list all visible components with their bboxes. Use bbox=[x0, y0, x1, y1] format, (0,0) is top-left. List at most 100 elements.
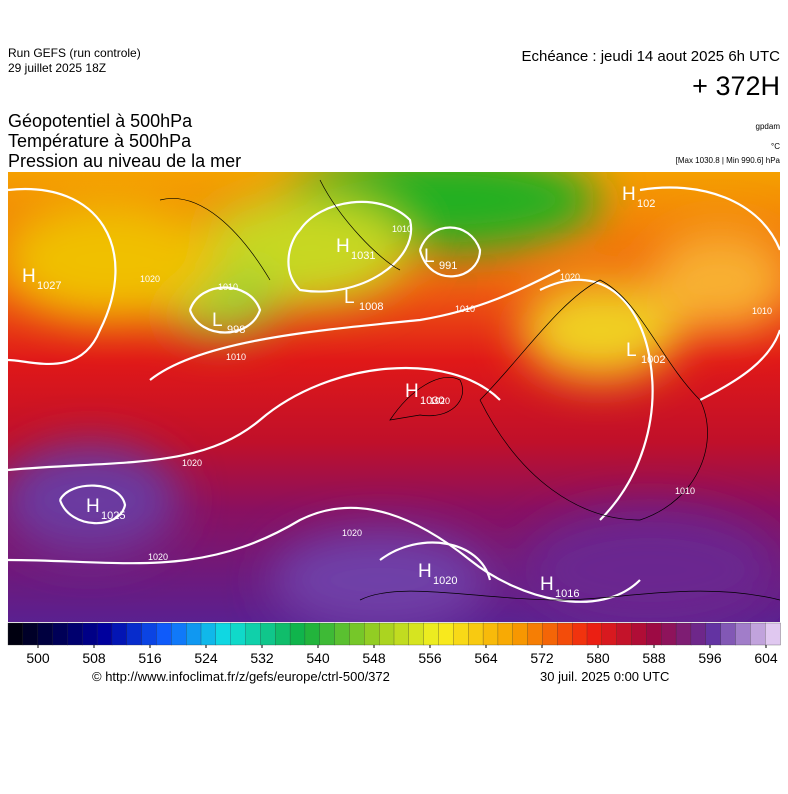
colorbar-cell bbox=[289, 622, 306, 646]
unit: gpdam bbox=[756, 122, 781, 131]
colorbar-label: 516 bbox=[138, 650, 162, 666]
center-value: 1030 bbox=[420, 395, 444, 407]
center-letter: L bbox=[212, 310, 223, 331]
colorbar-label: 596 bbox=[698, 650, 722, 666]
isobar-label: 1010 bbox=[392, 224, 412, 234]
colorbar-cell bbox=[186, 622, 202, 646]
map bbox=[8, 172, 780, 622]
colorbar-cell bbox=[572, 622, 588, 646]
isobar-label: 1020 bbox=[560, 272, 580, 282]
colorbar-label: 500 bbox=[26, 650, 50, 666]
valid-time: Echéance : jeudi 14 aout 2025 6h UTC bbox=[521, 48, 780, 65]
center-value: 1002 bbox=[641, 354, 665, 366]
colorbar-cell bbox=[408, 622, 425, 646]
colorbar-cell bbox=[750, 622, 766, 646]
colorbar-label: 604 bbox=[754, 650, 778, 666]
colorbar-cell bbox=[690, 622, 707, 646]
isobar-label: 1010 bbox=[226, 352, 246, 362]
center-letter: L bbox=[626, 340, 637, 361]
colorbar-cell bbox=[438, 622, 455, 646]
colorbar-cell bbox=[661, 622, 677, 646]
colorbar-cell bbox=[765, 622, 781, 646]
colorbar-label: 564 bbox=[474, 650, 498, 666]
colorbar-cell bbox=[319, 622, 336, 646]
colorbar-cell bbox=[171, 622, 187, 646]
isobar-label: 1020 bbox=[148, 552, 168, 562]
center-letter: L bbox=[424, 246, 435, 267]
center-value: 1016 bbox=[555, 588, 579, 600]
colorbar-label: 556 bbox=[418, 650, 442, 666]
colorbar-cell bbox=[512, 622, 529, 646]
colorbar-cell bbox=[646, 622, 662, 646]
center-value: 1008 bbox=[359, 301, 383, 313]
colorbar-cell bbox=[586, 622, 603, 646]
colorbar-cell bbox=[96, 622, 113, 646]
center-value: 991 bbox=[439, 260, 457, 272]
colorbar-cell bbox=[601, 622, 618, 646]
center-letter: H bbox=[540, 574, 554, 595]
colorbar: 500 508 516 524 532 540 548 556 564 572 580 588 596 6… bbox=[7, 622, 781, 666]
colorbar-cell bbox=[215, 622, 232, 646]
run: Run GEFS (run controle) bbox=[8, 46, 141, 60]
colorbar-label: 580 bbox=[586, 650, 610, 666]
colorbar-cell bbox=[230, 622, 247, 646]
center-letter: H bbox=[86, 496, 100, 517]
center-letter: H bbox=[418, 561, 432, 582]
source: © http://www.infoclimat.fr/z/gefs/europe… bbox=[92, 669, 390, 684]
colorbar-cell bbox=[423, 622, 440, 646]
colorbar-cell bbox=[334, 622, 351, 646]
center-value: 102 bbox=[637, 198, 655, 210]
isobar-label: 1010 bbox=[752, 306, 772, 316]
center-value: 1020 bbox=[433, 575, 457, 587]
colorbar-label: 548 bbox=[362, 650, 386, 666]
colorbar-cell bbox=[468, 622, 484, 646]
field-title: Pression au niveau de la mer bbox=[8, 151, 241, 171]
center-letter: H bbox=[336, 236, 350, 257]
colorbar-cell bbox=[260, 622, 276, 646]
colorbar-cell bbox=[22, 622, 39, 646]
colorbar-cell bbox=[349, 622, 365, 646]
colorbar-label: 540 bbox=[306, 650, 330, 666]
isobar-label: 1020 bbox=[140, 274, 160, 284]
colorbar-cell bbox=[304, 622, 321, 646]
run-date: 29 juillet 2025 18Z bbox=[8, 61, 106, 75]
colorbar-cell bbox=[37, 622, 54, 646]
colorbar-label: 588 bbox=[642, 650, 666, 666]
colorbar-cell bbox=[156, 622, 172, 646]
colorbar-label: 524 bbox=[194, 650, 218, 666]
isobar-label: 1020 bbox=[342, 528, 362, 538]
colorbar-cell bbox=[453, 622, 469, 646]
colorbar-cell bbox=[527, 622, 544, 646]
colorbar-cell bbox=[82, 622, 98, 646]
center-value: 1025 bbox=[101, 510, 125, 522]
center-value: 1027 bbox=[37, 280, 61, 292]
colorbar-cell bbox=[245, 622, 262, 646]
colorbar-cell bbox=[497, 622, 514, 646]
isobar-label: 1010 bbox=[455, 304, 475, 314]
isobar-label: 1020 bbox=[430, 396, 450, 406]
colorbar-cell bbox=[705, 622, 722, 646]
isobar-label: 1020 bbox=[182, 458, 202, 468]
center-value: 1031 bbox=[351, 250, 375, 262]
colorbar-cell bbox=[631, 622, 648, 646]
colorbar-cell bbox=[675, 622, 692, 646]
colorbar-cell bbox=[616, 622, 633, 646]
colorbar-cell bbox=[52, 622, 69, 646]
isobar-label: 1010 bbox=[218, 282, 238, 292]
colorbar-cell bbox=[379, 622, 395, 646]
colorbar-cell bbox=[735, 622, 751, 646]
unit: °C bbox=[771, 142, 780, 151]
colorbar-cell bbox=[111, 622, 128, 646]
colorbar-cell bbox=[542, 622, 558, 646]
colorbar-cell bbox=[126, 622, 143, 646]
colorbar-cell bbox=[67, 622, 83, 646]
colorbar-cell bbox=[200, 622, 217, 646]
center-letter: L bbox=[344, 287, 355, 308]
lead-time: + 372H bbox=[692, 71, 780, 101]
colorbar-cell bbox=[364, 622, 380, 646]
center-value: 998 bbox=[227, 324, 245, 336]
colorbar-cell bbox=[557, 622, 573, 646]
colorbar-cell bbox=[141, 622, 158, 646]
center-letter: H bbox=[405, 381, 419, 402]
